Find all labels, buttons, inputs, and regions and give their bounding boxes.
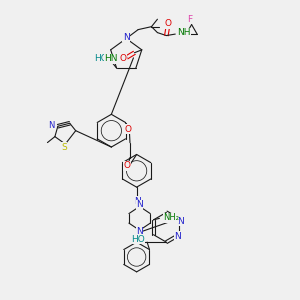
Text: N: N: [123, 33, 130, 42]
Text: O: O: [124, 161, 130, 170]
Text: N: N: [136, 200, 143, 209]
Text: NH: NH: [177, 28, 190, 37]
Text: NH₂: NH₂: [163, 213, 179, 222]
Text: N: N: [174, 232, 181, 241]
Text: N: N: [134, 197, 141, 206]
Text: O: O: [125, 125, 132, 134]
Text: N: N: [136, 227, 143, 236]
Text: HO: HO: [131, 235, 145, 244]
Text: O: O: [164, 19, 171, 28]
Text: HO: HO: [94, 53, 108, 62]
Text: N: N: [48, 121, 54, 130]
Text: N: N: [177, 217, 184, 226]
Text: O: O: [119, 54, 127, 63]
Text: S: S: [61, 142, 67, 152]
Text: F: F: [187, 15, 192, 24]
Text: HN: HN: [104, 54, 118, 63]
